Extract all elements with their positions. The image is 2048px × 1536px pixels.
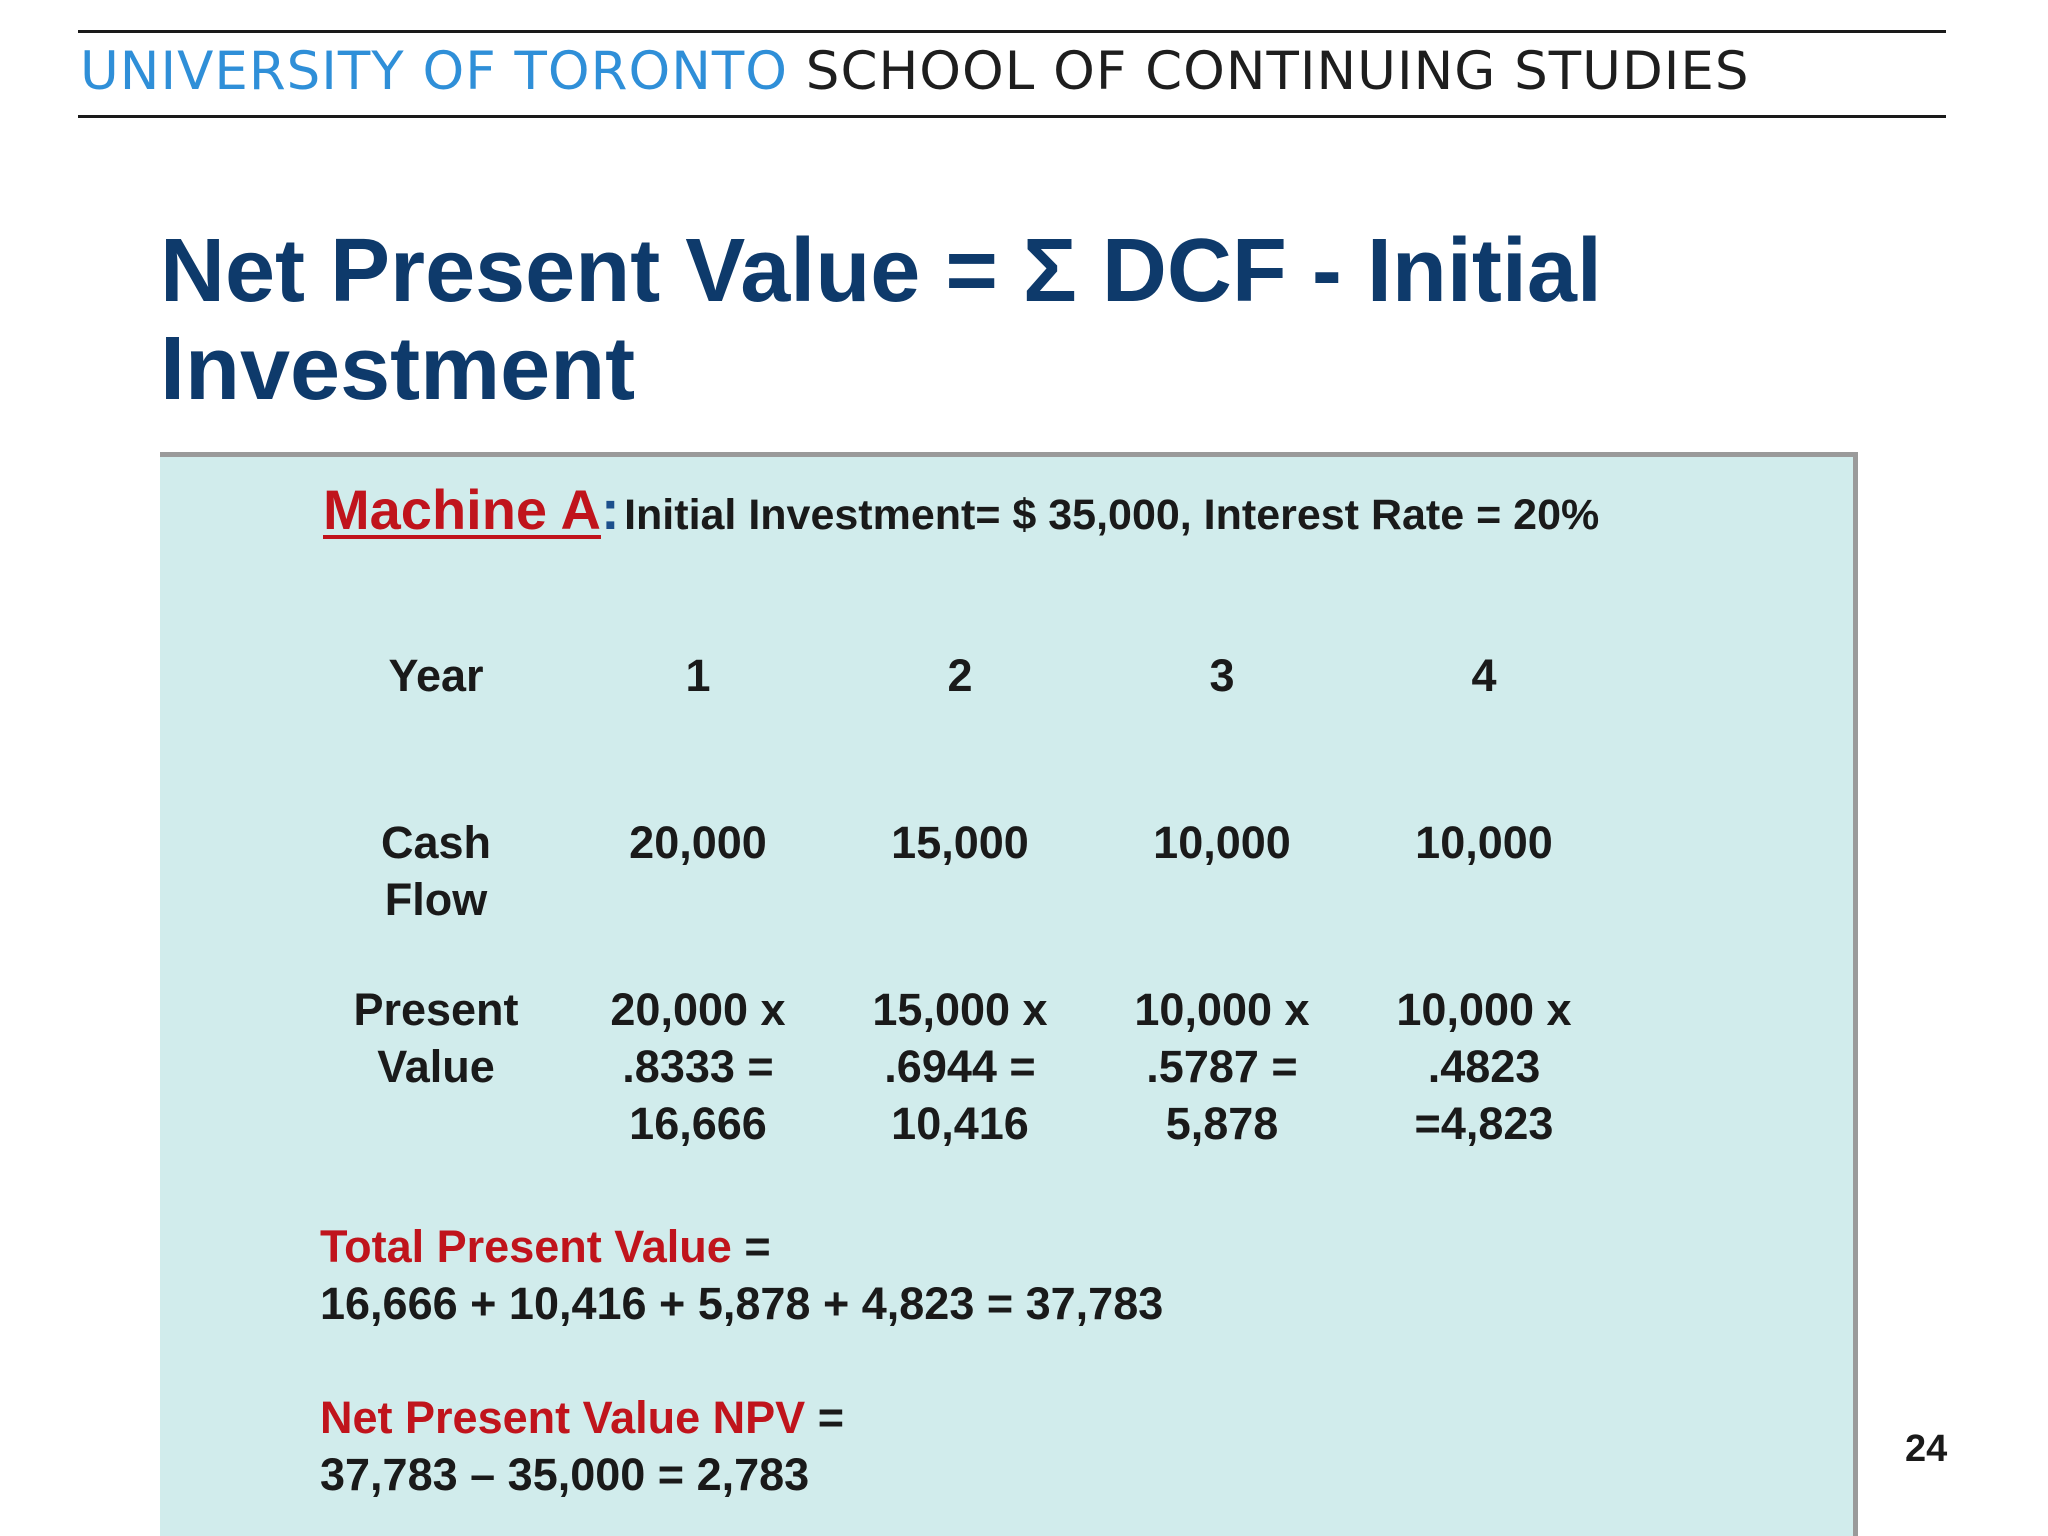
slide-title: Net Present Value = Σ DCF - Initial Inve… (160, 222, 1860, 418)
cash-flow-cell: 15,000 (891, 817, 1029, 868)
slide-title-line-2: Investment (160, 319, 636, 419)
year-cell: 4 (1471, 650, 1497, 701)
present-value-label: Present Value (316, 981, 556, 1095)
npv-label: Net Present Value NPV (320, 1392, 806, 1443)
present-value-cell: 15,000 x .6944 = 10,416 (840, 981, 1080, 1152)
pv-line: .4823 (1427, 1041, 1541, 1092)
cash-flow-label: Cash Flow (316, 814, 556, 928)
header-rule-bottom (78, 115, 1946, 118)
year-label: Year (388, 650, 484, 701)
net-present-value: Net Present Value NPV = 37,783 – 35,000 … (320, 1389, 844, 1503)
machine-label: Machine A (323, 478, 601, 541)
content-panel: Machine A: Initial Investment= $ 35,000,… (160, 452, 1858, 1536)
pv-line: 5,878 (1165, 1098, 1279, 1149)
institution-header: UNIVERSITY OF TORONTO SCHOOL OF CONTINUI… (80, 38, 1946, 106)
npv-calculation: 37,783 – 35,000 = 2,783 (320, 1449, 810, 1500)
cash-flow-label-line: Flow (384, 874, 488, 925)
tpv-calculation: 16,666 + 10,416 + 5,878 + 4,823 = 37,783 (320, 1278, 1164, 1329)
cash-flow-label-line: Cash (380, 817, 492, 868)
cash-flow-cell: 10,000 (1153, 817, 1291, 868)
cash-flow-cell: 10,000 (1415, 817, 1553, 868)
slide-title-line-1: Net Present Value = Σ DCF - Initial (160, 221, 1602, 321)
org-secondary: SCHOOL OF CONTINUING STUDIES (805, 41, 1750, 102)
pv-line: .8333 = (622, 1041, 774, 1092)
year-cell: 2 (947, 650, 973, 701)
pv-line: 10,416 (891, 1098, 1029, 1149)
tpv-equals: = (731, 1221, 771, 1272)
year-cell: 1 (685, 650, 711, 701)
machine-colon: : (600, 478, 620, 541)
pv-line: 15,000 x (872, 984, 1048, 1035)
present-value-label-line: Value (377, 1041, 495, 1092)
pv-line: .6944 = (884, 1041, 1036, 1092)
present-value-label-line: Present (353, 984, 519, 1035)
pv-line: 16,666 (629, 1098, 767, 1149)
present-value-cell: 10,000 x .4823 =4,823 (1364, 981, 1604, 1152)
total-present-value: Total Present Value = 16,666 + 10,416 + … (320, 1218, 1163, 1332)
tpv-label: Total Present Value (320, 1221, 732, 1272)
pv-line: =4,823 (1414, 1098, 1554, 1149)
header-rule-top (78, 30, 1946, 33)
machine-heading: Machine A: Initial Investment= $ 35,000,… (323, 477, 1599, 542)
page-number: 24 (1905, 1428, 1948, 1470)
org-primary: UNIVERSITY OF TORONTO (80, 41, 788, 102)
pv-line: .5787 = (1146, 1041, 1298, 1092)
machine-info: Initial Investment= $ 35,000, Interest R… (624, 491, 1600, 539)
present-value-cell: 20,000 x .8333 = 16,666 (578, 981, 818, 1152)
pv-line: 20,000 x (610, 984, 786, 1035)
cash-flow-cell: 20,000 (629, 817, 767, 868)
pv-line: 10,000 x (1134, 984, 1310, 1035)
year-cell: 3 (1209, 650, 1235, 701)
pv-line: 10,000 x (1396, 984, 1572, 1035)
npv-equals: = (805, 1392, 844, 1443)
present-value-cell: 10,000 x .5787 = 5,878 (1102, 981, 1342, 1152)
